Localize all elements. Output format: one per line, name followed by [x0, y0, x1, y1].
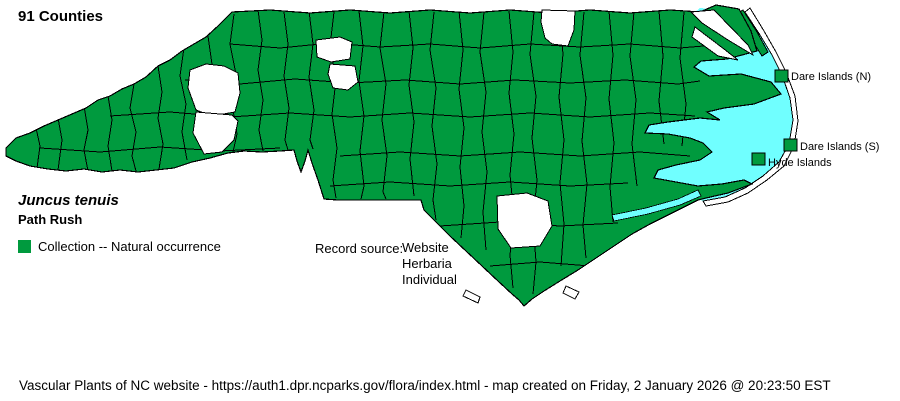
legend: Collection -- Natural occurrence [18, 239, 221, 254]
record-source-values: Website Herbaria Individual [402, 240, 457, 287]
island-marker-dare-s [783, 138, 798, 152]
footer-attribution: Vascular Plants of NC website - https://… [19, 378, 831, 393]
island-label-dare-n: Dare Islands (N) [791, 71, 872, 83]
barrier-island-sliver [562, 285, 580, 300]
unrecorded-county [315, 36, 353, 63]
unrecorded-county [540, 9, 576, 47]
island-marker-hyde [751, 152, 766, 166]
island-marker-dare-n [774, 69, 789, 83]
unrecorded-county [187, 63, 241, 117]
unrecorded-county [691, 26, 739, 61]
state-mainland [5, 4, 783, 307]
unrecorded-county [496, 192, 553, 249]
bogue-sound-water [611, 189, 702, 222]
unrecorded-county [689, 9, 755, 57]
record-source-label: Record source: [315, 241, 404, 256]
barrier-island-sliver [462, 289, 481, 304]
legend-label: Collection -- Natural occurrence [38, 239, 221, 254]
county-count-title: 91 Counties [18, 8, 104, 25]
island-label-hyde: Hyde Islands [768, 157, 832, 169]
species-common-name: Path Rush [18, 212, 83, 227]
species-scientific-name: Juncus tenuis [18, 192, 119, 209]
unrecorded-county [192, 111, 239, 155]
island-label-dare-s: Dare Islands (S) [800, 141, 880, 153]
collection-swatch-icon [18, 240, 31, 253]
unrecorded-county [327, 63, 359, 91]
